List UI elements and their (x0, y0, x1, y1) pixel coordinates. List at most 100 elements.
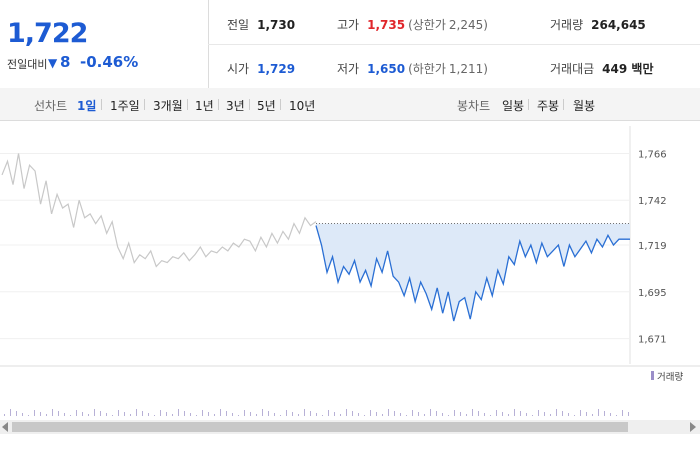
today-line (315, 225, 630, 322)
stat-volume: 거래량 264,645 (550, 18, 646, 32)
volume-bar (346, 409, 347, 416)
volume-bar (604, 411, 605, 416)
volume-bar (262, 409, 263, 416)
volume-bar (88, 414, 89, 416)
volume-bar (478, 411, 479, 416)
volume-bar (130, 414, 131, 416)
volume-bar (598, 409, 599, 416)
y-tick-label: 1,695 (638, 288, 667, 299)
volume-bar (172, 414, 173, 416)
volume-bar (460, 412, 461, 416)
volume-bar (328, 410, 329, 416)
volume-bar (304, 409, 305, 416)
volume-bar (544, 412, 545, 416)
y-tick-label: 1,671 (638, 335, 667, 346)
scroll-left-icon[interactable] (2, 422, 8, 432)
volume-bar (232, 413, 233, 416)
volume-bar (496, 410, 497, 416)
volume-bar (244, 410, 245, 416)
tab-divider (249, 99, 250, 110)
tab-5y[interactable]: 5년 (257, 99, 276, 113)
price-chart: 1,766 1,742 1,719 1,695 1,671 거래량 (0, 126, 700, 416)
volume-bar (502, 412, 503, 416)
tab-divider (563, 99, 564, 110)
volume-bar (22, 413, 23, 416)
volume-bar (532, 415, 533, 416)
volume-bar (184, 411, 185, 416)
volume-bar (250, 412, 251, 416)
volume-bar (268, 411, 269, 416)
volume-bar (208, 412, 209, 416)
volume-bar (238, 415, 239, 416)
volume-bar (622, 410, 623, 416)
volume-bar (70, 415, 71, 416)
stat-low: 저가 1,650 (하한가 1,211) (337, 62, 488, 76)
volume-bar (160, 410, 161, 416)
tab-divider (528, 99, 529, 110)
volume-bar (202, 410, 203, 416)
volume-bar (112, 415, 113, 416)
volume-bar (358, 413, 359, 416)
volume-bar (568, 413, 569, 416)
volume-bar (280, 415, 281, 416)
tab-daily[interactable]: 일봉 (502, 99, 525, 113)
volume-bar (40, 412, 41, 416)
volume-bar (454, 410, 455, 416)
tab-10y[interactable]: 10년 (289, 99, 316, 113)
tab-3m[interactable]: 3개월 (153, 99, 183, 113)
volume-bar (406, 415, 407, 416)
volume-bar (472, 409, 473, 416)
volume-bar (298, 414, 299, 416)
volume-bar (562, 411, 563, 416)
volume-bar (28, 415, 29, 416)
volume-bar (352, 411, 353, 416)
tab-divider (101, 99, 102, 110)
change-value: 8 (60, 53, 71, 71)
volume-bar (316, 413, 317, 416)
volume-legend-swatch (651, 371, 654, 380)
volume-bar (616, 415, 617, 416)
prev-day-line (1, 153, 317, 268)
volume-bar (166, 412, 167, 416)
volume-bar (586, 412, 587, 416)
volume-bar (412, 410, 413, 416)
change-percent: -0.46% (80, 53, 139, 71)
volume-bar (424, 414, 425, 416)
volume-bar (340, 414, 341, 416)
volume-bar (154, 415, 155, 416)
tab-1d[interactable]: 1일 (77, 99, 97, 113)
tab-weekly[interactable]: 주봉 (537, 99, 560, 113)
tab-divider (280, 99, 281, 110)
volume-bar (466, 414, 467, 416)
tab-1w[interactable]: 1주일 (110, 99, 140, 113)
y-tick-label: 1,766 (638, 149, 667, 160)
volume-bar (526, 413, 527, 416)
tab-monthly[interactable]: 월봉 (573, 99, 596, 113)
chart-scrollbar[interactable] (0, 420, 700, 434)
volume-bar (286, 410, 287, 416)
volume-bar (274, 413, 275, 416)
volume-bar (490, 415, 491, 416)
tab-1y[interactable]: 1년 (195, 99, 214, 113)
volume-bar (556, 409, 557, 416)
y-tick-label: 1,742 (638, 196, 667, 207)
volume-bar (136, 409, 137, 416)
scroll-right-icon[interactable] (690, 422, 696, 432)
volume-bar (256, 414, 257, 416)
volume-bar (388, 409, 389, 416)
volume-bar (442, 413, 443, 416)
down-arrow-icon: ▼ (48, 56, 58, 70)
candle-chart-label: 봉차트 (457, 99, 491, 113)
volume-bar (16, 411, 17, 416)
stat-trade-amount: 거래대금 449 백만 (550, 62, 654, 76)
volume-bar (94, 409, 95, 416)
scroll-thumb[interactable] (12, 422, 628, 432)
volume-bar (400, 413, 401, 416)
volume-bar (376, 412, 377, 416)
volume-bar (148, 413, 149, 416)
stat-high: 고가 1,735 (상한가 2,245) (337, 18, 488, 32)
volume-bar (394, 411, 395, 416)
tab-3y[interactable]: 3년 (226, 99, 245, 113)
volume-bar (82, 412, 83, 416)
volume-bar (436, 411, 437, 416)
